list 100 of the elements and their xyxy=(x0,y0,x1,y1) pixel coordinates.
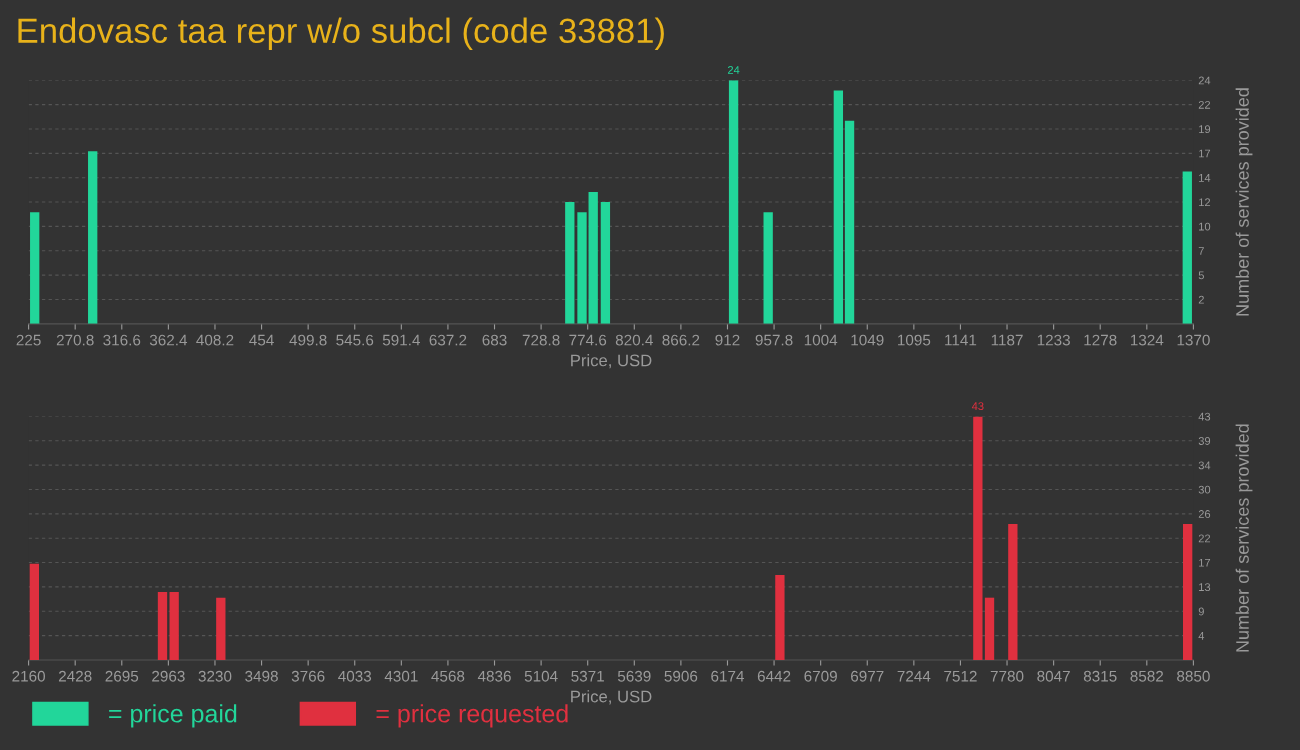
x-tick-label: 4568 xyxy=(431,670,465,682)
bar xyxy=(833,90,844,324)
y-tick-label: 2 xyxy=(1198,295,1204,304)
x-tick-label: 6442 xyxy=(757,670,791,682)
x-tick-label: 2695 xyxy=(105,670,139,682)
y-axis-title: Number of services provided xyxy=(1235,88,1253,316)
x-tick-label: 820.4 xyxy=(615,334,653,346)
x-tick-label: 2160 xyxy=(12,670,45,682)
x-tick-label: 683 xyxy=(482,334,507,346)
bar xyxy=(1182,171,1192,324)
x-tick-label: 408.2 xyxy=(196,334,234,346)
y-tick-label: 19 xyxy=(1199,125,1211,134)
x-tick-label: 499.8 xyxy=(289,334,327,346)
bar xyxy=(169,592,179,660)
y-tick-label: 4 xyxy=(1198,632,1205,640)
y-tick-label: 14 xyxy=(1199,174,1211,182)
bar xyxy=(157,592,168,660)
x-tick-label: 6174 xyxy=(711,670,745,682)
data-label: 24 xyxy=(727,66,740,74)
x-tick-label: 1141 xyxy=(945,334,977,346)
y-tick-label: 39 xyxy=(1198,437,1211,445)
x-tick-label: 8582 xyxy=(1130,670,1164,682)
x-tick-label: 637.2 xyxy=(429,334,467,346)
x-tick-label: 7780 xyxy=(990,670,1024,682)
x-tick-label: 1324 xyxy=(1130,334,1164,346)
data-label: 43 xyxy=(971,402,984,411)
x-tick-label: 5371 xyxy=(571,670,604,682)
x-tick-label: 5639 xyxy=(617,670,651,682)
x-tick-label: 8850 xyxy=(1177,670,1210,682)
bar xyxy=(844,120,855,324)
x-tick-label: 1278 xyxy=(1084,334,1117,346)
x-tick-label: 8047 xyxy=(1037,670,1070,682)
bar xyxy=(565,202,575,324)
x-tick-label: 591.4 xyxy=(382,334,421,346)
x-tick-label: 7512 xyxy=(944,670,977,682)
x-tick-label: 454 xyxy=(249,334,274,346)
bar xyxy=(577,212,587,324)
x-tick-label: 7244 xyxy=(897,670,931,682)
y-tick-label: 10 xyxy=(1199,222,1211,231)
x-tick-label: 1370 xyxy=(1177,334,1210,346)
x-tick-label: 8315 xyxy=(1083,670,1117,682)
x-tick-label: 4301 xyxy=(384,670,418,682)
bar xyxy=(1183,524,1193,660)
bar xyxy=(600,202,611,324)
y-tick-label: 7 xyxy=(1198,247,1204,255)
x-tick-label: 1187 xyxy=(991,334,1023,346)
x-tick-label: 3498 xyxy=(245,670,278,682)
y-tick-label: 5 xyxy=(1198,271,1204,280)
x-tick-label: 2428 xyxy=(58,670,92,682)
x-tick-label: 316.6 xyxy=(103,334,141,346)
y-tick-label: 30 xyxy=(1198,485,1211,494)
x-tick-label: 5906 xyxy=(664,670,698,682)
x-tick-label: 362.4 xyxy=(149,334,188,346)
x-tick-label: 4033 xyxy=(338,670,372,682)
x-tick-label: 1004 xyxy=(804,334,838,346)
x-tick-label: 2963 xyxy=(152,670,185,682)
x-axis-title: Price, USD xyxy=(571,690,652,705)
x-axis-title: Price, USD xyxy=(571,354,652,369)
bar xyxy=(763,212,773,324)
y-tick-label: 17 xyxy=(1199,149,1211,158)
x-tick-label: 545.6 xyxy=(336,334,374,346)
x-tick-label: 6977 xyxy=(851,670,884,682)
bar xyxy=(30,212,40,324)
chart-title: Endovasc taa repr w/o subcl (code 33881) xyxy=(18,17,664,50)
x-tick-label: 1049 xyxy=(851,334,884,346)
x-tick-label: 4836 xyxy=(477,670,511,682)
x-tick-label: 270.8 xyxy=(56,334,94,346)
bar xyxy=(216,597,226,660)
x-tick-label: 5104 xyxy=(524,670,558,682)
legend-label: = price requested xyxy=(376,704,568,728)
x-tick-label: 1233 xyxy=(1037,334,1070,346)
y-tick-label: 26 xyxy=(1198,510,1211,518)
y-tick-label: 43 xyxy=(1198,412,1211,421)
bar xyxy=(728,80,739,324)
y-tick-label: 24 xyxy=(1198,76,1211,85)
y-tick-label: 17 xyxy=(1199,558,1211,567)
legend-label: = price paid xyxy=(109,704,237,728)
x-tick-label: 912 xyxy=(715,334,740,346)
bar xyxy=(984,597,995,660)
x-tick-label: 1095 xyxy=(898,334,931,346)
y-axis-title: Number of services provided xyxy=(1235,424,1253,652)
bar xyxy=(1008,524,1018,660)
x-tick-label: 6709 xyxy=(804,670,837,682)
bar xyxy=(775,575,785,660)
x-tick-label: 866.2 xyxy=(662,334,700,346)
x-tick-label: 728.8 xyxy=(522,334,560,346)
x-tick-label: 3230 xyxy=(198,670,232,682)
y-tick-label: 34 xyxy=(1198,461,1211,470)
bar xyxy=(973,416,983,660)
y-tick-label: 12 xyxy=(1199,198,1211,207)
y-tick-label: 22 xyxy=(1198,534,1211,543)
x-tick-label: 957.8 xyxy=(755,334,793,346)
bar xyxy=(29,563,39,660)
y-tick-label: 9 xyxy=(1198,607,1204,616)
x-tick-label: 774.6 xyxy=(569,334,607,346)
x-tick-label: 3766 xyxy=(291,670,325,682)
bar xyxy=(88,151,98,324)
y-tick-label: 13 xyxy=(1199,583,1211,592)
bar xyxy=(588,191,598,324)
x-tick-label: 225 xyxy=(16,334,41,346)
